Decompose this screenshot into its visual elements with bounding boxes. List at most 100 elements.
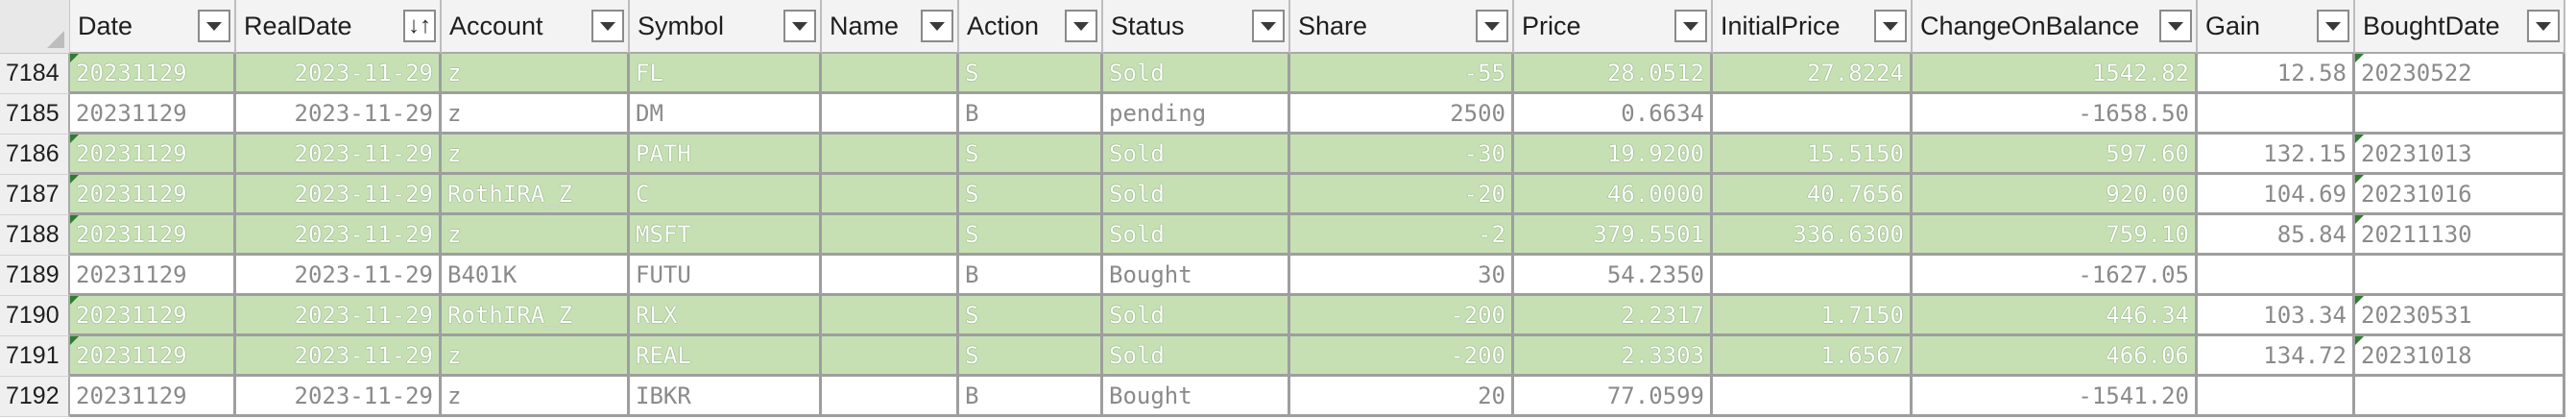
cell-date[interactable]: 20231129	[70, 94, 236, 135]
row-header[interactable]: 7188	[0, 215, 70, 256]
cell-account[interactable]: z	[442, 215, 630, 256]
cell-boughtdate[interactable]: 20231013	[2355, 135, 2565, 175]
cell-gain[interactable]: 134.72	[2198, 336, 2355, 377]
cell-account[interactable]: z	[442, 94, 630, 135]
cell-name[interactable]	[822, 54, 959, 94]
cell-name[interactable]	[822, 175, 959, 215]
cell-symbol[interactable]: DM	[630, 94, 822, 135]
cell-action[interactable]: B	[959, 256, 1103, 296]
filter-dropdown-icon[interactable]	[2159, 10, 2192, 42]
select-all-corner[interactable]	[0, 0, 70, 54]
cell-boughtdate[interactable]	[2355, 256, 2565, 296]
cell-changeonbalance[interactable]: -1627.05	[1913, 256, 2198, 296]
cell-gain[interactable]: 12.58	[2198, 54, 2355, 94]
cell-name[interactable]	[822, 94, 959, 135]
cell-action[interactable]: B	[959, 94, 1103, 135]
cell-account[interactable]: z	[442, 135, 630, 175]
cell-account[interactable]: B401K	[442, 256, 630, 296]
column-header-status[interactable]: Status	[1103, 0, 1290, 54]
cell-price[interactable]: 77.0599	[1514, 377, 1713, 417]
cell-realdate[interactable]: 2023-11-29	[236, 175, 442, 215]
cell-price[interactable]: 54.2350	[1514, 256, 1713, 296]
column-header-date[interactable]: Date	[70, 0, 236, 54]
cell-share[interactable]: -55	[1290, 54, 1514, 94]
cell-status[interactable]: Bought	[1103, 377, 1290, 417]
cell-account[interactable]: RothIRA_Z	[442, 175, 630, 215]
cell-price[interactable]: 379.5501	[1514, 215, 1713, 256]
cell-initialprice[interactable]	[1713, 377, 1913, 417]
cell-account[interactable]: z	[442, 54, 630, 94]
cell-share[interactable]: -200	[1290, 336, 1514, 377]
cell-status[interactable]: Bought	[1103, 256, 1290, 296]
cell-symbol[interactable]: FL	[630, 54, 822, 94]
cell-status[interactable]: Sold	[1103, 336, 1290, 377]
cell-date[interactable]: 20231129	[70, 135, 236, 175]
cell-symbol[interactable]: PATH	[630, 135, 822, 175]
cell-realdate[interactable]: 2023-11-29	[236, 215, 442, 256]
row-header[interactable]: 7190	[0, 296, 70, 336]
cell-gain[interactable]: 104.69	[2198, 175, 2355, 215]
cell-realdate[interactable]: 2023-11-29	[236, 296, 442, 336]
cell-gain[interactable]: 85.84	[2198, 215, 2355, 256]
column-header-initialprice[interactable]: InitialPrice	[1713, 0, 1913, 54]
cell-price[interactable]: 2.3303	[1514, 336, 1713, 377]
filter-dropdown-icon[interactable]	[1874, 10, 1907, 42]
column-header-boughtdate[interactable]: BoughtDate	[2355, 0, 2565, 54]
cell-share[interactable]: 2500	[1290, 94, 1514, 135]
cell-changeonbalance[interactable]: 759.10	[1913, 215, 2198, 256]
cell-symbol[interactable]: C	[630, 175, 822, 215]
cell-boughtdate[interactable]: 20211130	[2355, 215, 2565, 256]
cell-price[interactable]: 46.0000	[1514, 175, 1713, 215]
cell-changeonbalance[interactable]: 1542.82	[1913, 54, 2198, 94]
cell-price[interactable]: 0.6634	[1514, 94, 1713, 135]
cell-boughtdate[interactable]: 20231016	[2355, 175, 2565, 215]
cell-name[interactable]	[822, 135, 959, 175]
row-header[interactable]: 7184	[0, 54, 70, 94]
cell-symbol[interactable]: IBKR	[630, 377, 822, 417]
cell-name[interactable]	[822, 336, 959, 377]
cell-symbol[interactable]: MSFT	[630, 215, 822, 256]
filter-dropdown-icon[interactable]	[1674, 10, 1707, 42]
column-header-share[interactable]: Share	[1290, 0, 1514, 54]
cell-gain[interactable]	[2198, 256, 2355, 296]
filter-dropdown-icon[interactable]	[921, 10, 953, 42]
cell-changeonbalance[interactable]: 597.60	[1913, 135, 2198, 175]
cell-boughtdate[interactable]: 20231018	[2355, 336, 2565, 377]
cell-boughtdate[interactable]	[2355, 94, 2565, 135]
cell-realdate[interactable]: 2023-11-29	[236, 336, 442, 377]
cell-symbol[interactable]: REAL	[630, 336, 822, 377]
row-header[interactable]: 7192	[0, 377, 70, 417]
column-header-action[interactable]: Action	[959, 0, 1103, 54]
row-header[interactable]: 7187	[0, 175, 70, 215]
cell-symbol[interactable]: RLX	[630, 296, 822, 336]
cell-action[interactable]: S	[959, 336, 1103, 377]
column-header-account[interactable]: Account	[442, 0, 630, 54]
cell-account[interactable]: RothIRA_Z	[442, 296, 630, 336]
sort-filter-dropdown-icon[interactable]: ↓↑	[403, 10, 436, 42]
cell-boughtdate[interactable]: 20230522	[2355, 54, 2565, 94]
cell-gain[interactable]: 132.15	[2198, 135, 2355, 175]
cell-status[interactable]: pending	[1103, 94, 1290, 135]
cell-realdate[interactable]: 2023-11-29	[236, 377, 442, 417]
cell-changeonbalance[interactable]: 446.34	[1913, 296, 2198, 336]
column-header-gain[interactable]: Gain	[2198, 0, 2355, 54]
row-header[interactable]: 7189	[0, 256, 70, 296]
row-header[interactable]: 7185	[0, 94, 70, 135]
cell-changeonbalance[interactable]: 920.00	[1913, 175, 2198, 215]
cell-action[interactable]: S	[959, 296, 1103, 336]
filter-dropdown-icon[interactable]	[783, 10, 816, 42]
filter-dropdown-icon[interactable]	[1476, 10, 1508, 42]
cell-name[interactable]	[822, 215, 959, 256]
cell-share[interactable]: 30	[1290, 256, 1514, 296]
cell-share[interactable]: -2	[1290, 215, 1514, 256]
cell-boughtdate[interactable]: 20230531	[2355, 296, 2565, 336]
cell-share[interactable]: 20	[1290, 377, 1514, 417]
cell-changeonbalance[interactable]: 466.06	[1913, 336, 2198, 377]
cell-action[interactable]: S	[959, 54, 1103, 94]
filter-dropdown-icon[interactable]	[2317, 10, 2349, 42]
column-header-symbol[interactable]: Symbol	[630, 0, 822, 54]
column-header-realdate[interactable]: RealDate ↓↑	[236, 0, 442, 54]
cell-boughtdate[interactable]	[2355, 377, 2565, 417]
column-header-price[interactable]: Price	[1514, 0, 1713, 54]
row-header[interactable]: 7191	[0, 336, 70, 377]
